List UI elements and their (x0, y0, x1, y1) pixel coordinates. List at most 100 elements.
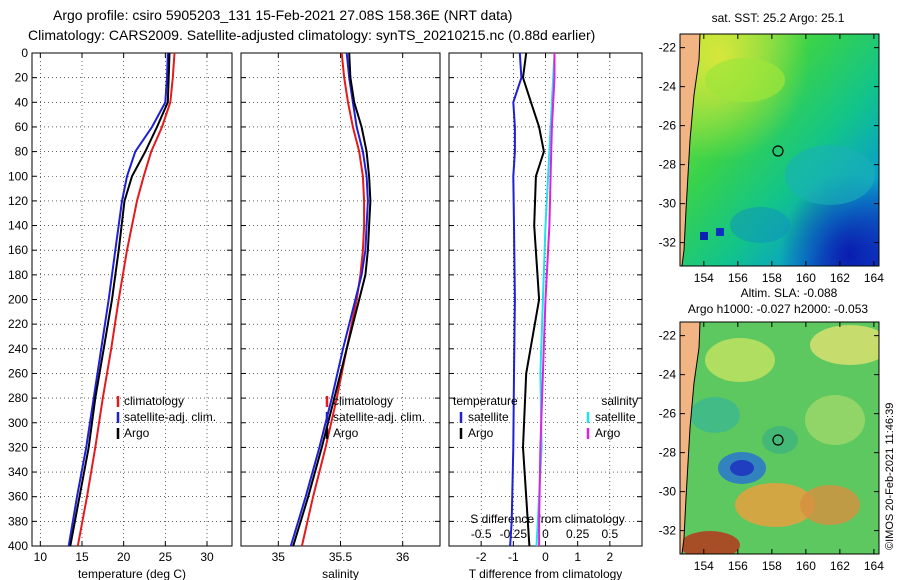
y-tick-label: 60 (15, 120, 29, 134)
map-x-tick-label: 164 (864, 559, 884, 573)
map-y-tick-label: -24 (659, 80, 677, 94)
map-x-tick-label: 162 (830, 271, 850, 285)
legend-title-temperature: temperature (453, 394, 518, 408)
plot-frame (31, 52, 233, 547)
sst-map-axes: 154 156 158 160 162 164 -22 -24 -26 -28 -30 -32 (659, 34, 884, 285)
y-tick-label: 320 (8, 440, 28, 454)
legend-title-salinity: salinity (601, 394, 638, 408)
series-line (521, 52, 545, 547)
y-tick-label: 20 (15, 71, 29, 85)
legend-label: satellite (595, 410, 636, 424)
map-y-tick-label: -28 (659, 446, 677, 460)
y-tick-label: 0 (21, 46, 28, 60)
y-tick-label: 180 (8, 268, 28, 282)
y-tick-label: 400 (8, 539, 28, 553)
y-tick-label: 160 (8, 243, 28, 257)
x-tick-label: 35 (272, 550, 286, 564)
sst-argo-marker (772, 145, 784, 157)
x-tick-label: 15 (75, 550, 89, 564)
x-top-tick-label: -0.5 (471, 527, 492, 541)
y-tick-label: 260 (8, 366, 28, 380)
legend: climatology satellite-adj. clim. Argo (116, 394, 216, 440)
legend-label: satellite-adj. clim. (333, 410, 425, 424)
sla-argo-marker (772, 434, 784, 446)
temperature-profile-panel: 10 15 20 25 30020406080100120140160180200220… (8, 46, 233, 580)
map-x-tick-label: 154 (694, 271, 714, 285)
x-tick-label: -1 (508, 550, 519, 564)
legend-label: Argo (333, 426, 359, 440)
plot-frame (448, 52, 643, 547)
sst-pixel (716, 228, 724, 236)
x-axis-label: salinity (322, 567, 359, 580)
x-tick-label: -2 (476, 550, 487, 564)
y-tick-label: 240 (8, 342, 28, 356)
grid (241, 52, 440, 547)
legend-label: climatology (124, 394, 184, 408)
x-top-tick-label: 0.25 (566, 527, 590, 541)
sla-positive-anomaly (805, 395, 865, 445)
sst-pixel (700, 232, 708, 240)
x-tick-label: 30 (200, 550, 214, 564)
y-tick-label: 200 (8, 293, 28, 307)
legend-label: Argo (468, 426, 494, 440)
sla-warm-eddy (735, 483, 815, 527)
x-tick-label: 1 (574, 550, 581, 564)
sla-map-frame (679, 321, 880, 555)
series-line (292, 52, 372, 547)
difference-profile-panel: -2 -1 0 1 2 -0.5 -0.25 0 0.25 0.5S difference fro… (448, 52, 643, 580)
map-y-tick-label: -28 (659, 158, 677, 172)
y-tick-label: 80 (15, 145, 29, 159)
sst-warm-patch (705, 58, 785, 102)
map-y-tick-label: -22 (659, 41, 677, 55)
grid (32, 52, 232, 547)
x-tick-label: 2 (606, 550, 613, 564)
map-y-tick-label: -30 (659, 485, 677, 499)
y-tick-label: 140 (8, 219, 28, 233)
series-line (538, 53, 556, 546)
header-line-1: Argo profile: csiro 5905203_131 15-Feb-2… (53, 7, 512, 23)
series-line (67, 52, 169, 547)
y-tick-label: 220 (8, 317, 28, 331)
y-tick-label: 100 (8, 169, 28, 183)
legend: climatology satellite-adj. clim. Argo (325, 394, 425, 440)
map-x-tick-label: 160 (796, 559, 816, 573)
x-top-tick-label: 0 (542, 527, 549, 541)
plot-frame (240, 52, 441, 547)
map-x-tick-label: 156 (728, 271, 748, 285)
map-x-tick-label: 160 (796, 271, 816, 285)
y-tick-label: 380 (8, 514, 28, 528)
legend: temperature salinity satellite Argo satellit… (453, 394, 638, 440)
x-tick-label: 35.5 (329, 550, 353, 564)
credit-text: ©IMOS 20-Feb-2021 11:46:39 (884, 403, 896, 550)
y-tick-label: 280 (8, 391, 28, 405)
salinity-profile-panel: 35 35.5 36 salinity climatology satellite-adj… (240, 52, 441, 580)
sla-strong-positive (680, 531, 740, 554)
x-tick-label: 25 (159, 550, 173, 564)
map-x-tick-label: 158 (762, 559, 782, 573)
series-line (76, 52, 176, 547)
series-line (509, 52, 523, 547)
sla-map-axes: 154 156 158 160 162 164 -22 -24 -26 -28 -30 -32 (659, 322, 884, 573)
sla-positive-anomaly (810, 325, 879, 365)
x-tick-label: 36 (396, 550, 410, 564)
map-y-tick-label: -22 (659, 329, 677, 343)
legend-label: Argo (595, 426, 621, 440)
map-y-tick-label: -30 (659, 197, 677, 211)
map-y-tick-label: -24 (659, 368, 677, 382)
header-line-2: Climatology: CARS2009. Satellite-adjuste… (28, 27, 595, 43)
sla-title-line-1: Altim. SLA: -0.088 (741, 286, 838, 300)
x-tick-label: 10 (34, 550, 48, 564)
sla-warm-eddy (800, 485, 860, 525)
sla-map: 154 156 158 160 162 164 -22 -24 -26 -28 -30 -32 (659, 321, 884, 573)
sla-negative-anomaly (762, 426, 798, 454)
legend-label: satellite (468, 410, 509, 424)
legend-label: satellite-adj. clim. (124, 410, 216, 424)
y-tick-label: 40 (15, 95, 29, 109)
x-tick-label: 0 (542, 550, 549, 564)
sst-cool-patch-2 (730, 207, 790, 243)
sst-map: 154 156 158 160 162 164 -22 -24 -26 -28 -30 -32 (659, 33, 884, 285)
map-y-tick-label: -26 (659, 119, 677, 133)
sst-map-frame (679, 33, 880, 267)
sst-land (680, 34, 700, 266)
